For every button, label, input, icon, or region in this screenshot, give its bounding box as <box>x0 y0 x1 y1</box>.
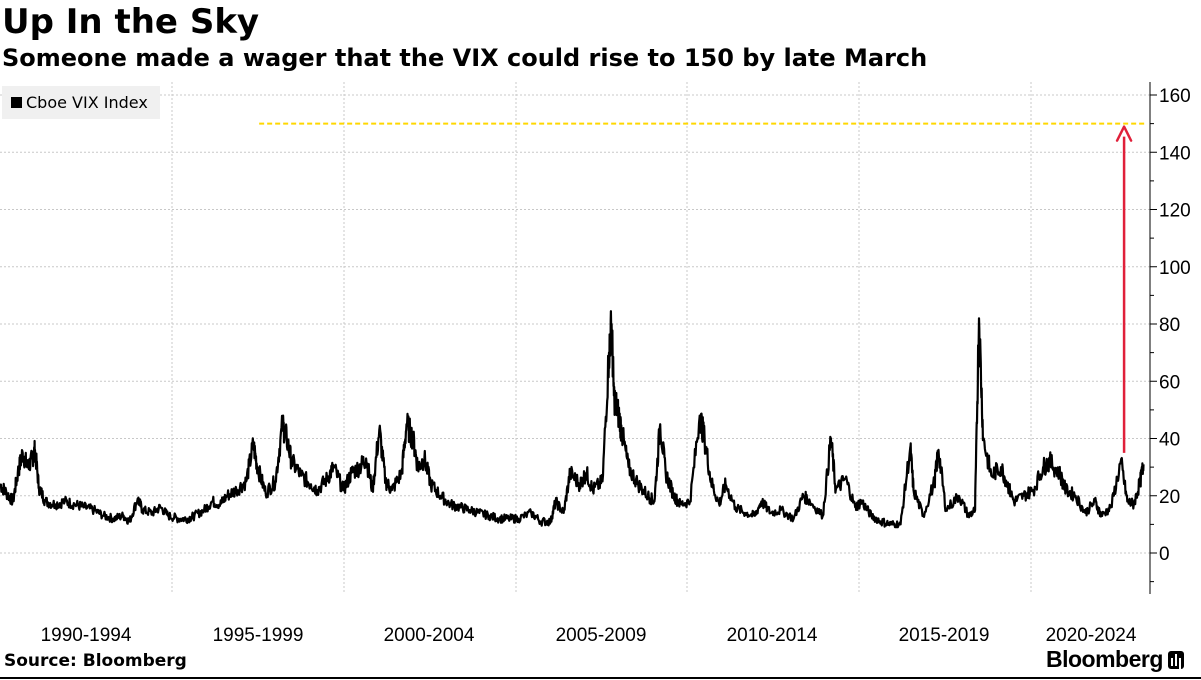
x-category-label: 1995-1999 <box>213 625 304 646</box>
x-category-label: 2015-2019 <box>899 625 990 646</box>
legend-swatch <box>11 97 22 108</box>
x-category-label: 2010-2014 <box>727 625 818 646</box>
vix-series-line <box>0 310 1145 529</box>
y-tick-label: 80 <box>1159 315 1180 336</box>
x-category-label: 2020-2024 <box>1046 625 1137 646</box>
y-tick-label: 60 <box>1159 372 1180 393</box>
chart-subtitle: Someone made a wager that the VIX could … <box>2 44 928 72</box>
chart-legend: Cboe VIX Index <box>2 86 160 119</box>
red-arrow-head <box>1115 125 1133 142</box>
legend-label: Cboe VIX Index <box>26 93 148 112</box>
chart-title: Up In the Sky <box>2 2 260 42</box>
y-tick-label: 40 <box>1159 430 1180 451</box>
bloomberg-terminal-icon <box>1167 650 1184 669</box>
y-tick-label: 120 <box>1159 201 1191 222</box>
y-tick-label: 0 <box>1159 544 1170 565</box>
brand-name: Bloomberg <box>1046 646 1163 672</box>
bloomberg-logo: Bloomberg <box>1046 646 1184 673</box>
x-category-label: 2005-2009 <box>556 625 647 646</box>
y-tick-label: 140 <box>1159 143 1191 164</box>
y-tick-label: 100 <box>1159 258 1191 279</box>
x-category-label: 2000-2004 <box>384 625 475 646</box>
source-note: Source: Bloomberg <box>4 651 187 671</box>
x-category-label: 1990-1994 <box>41 625 132 646</box>
y-tick-label: 20 <box>1159 487 1180 508</box>
y-tick-label: 160 <box>1159 86 1191 107</box>
